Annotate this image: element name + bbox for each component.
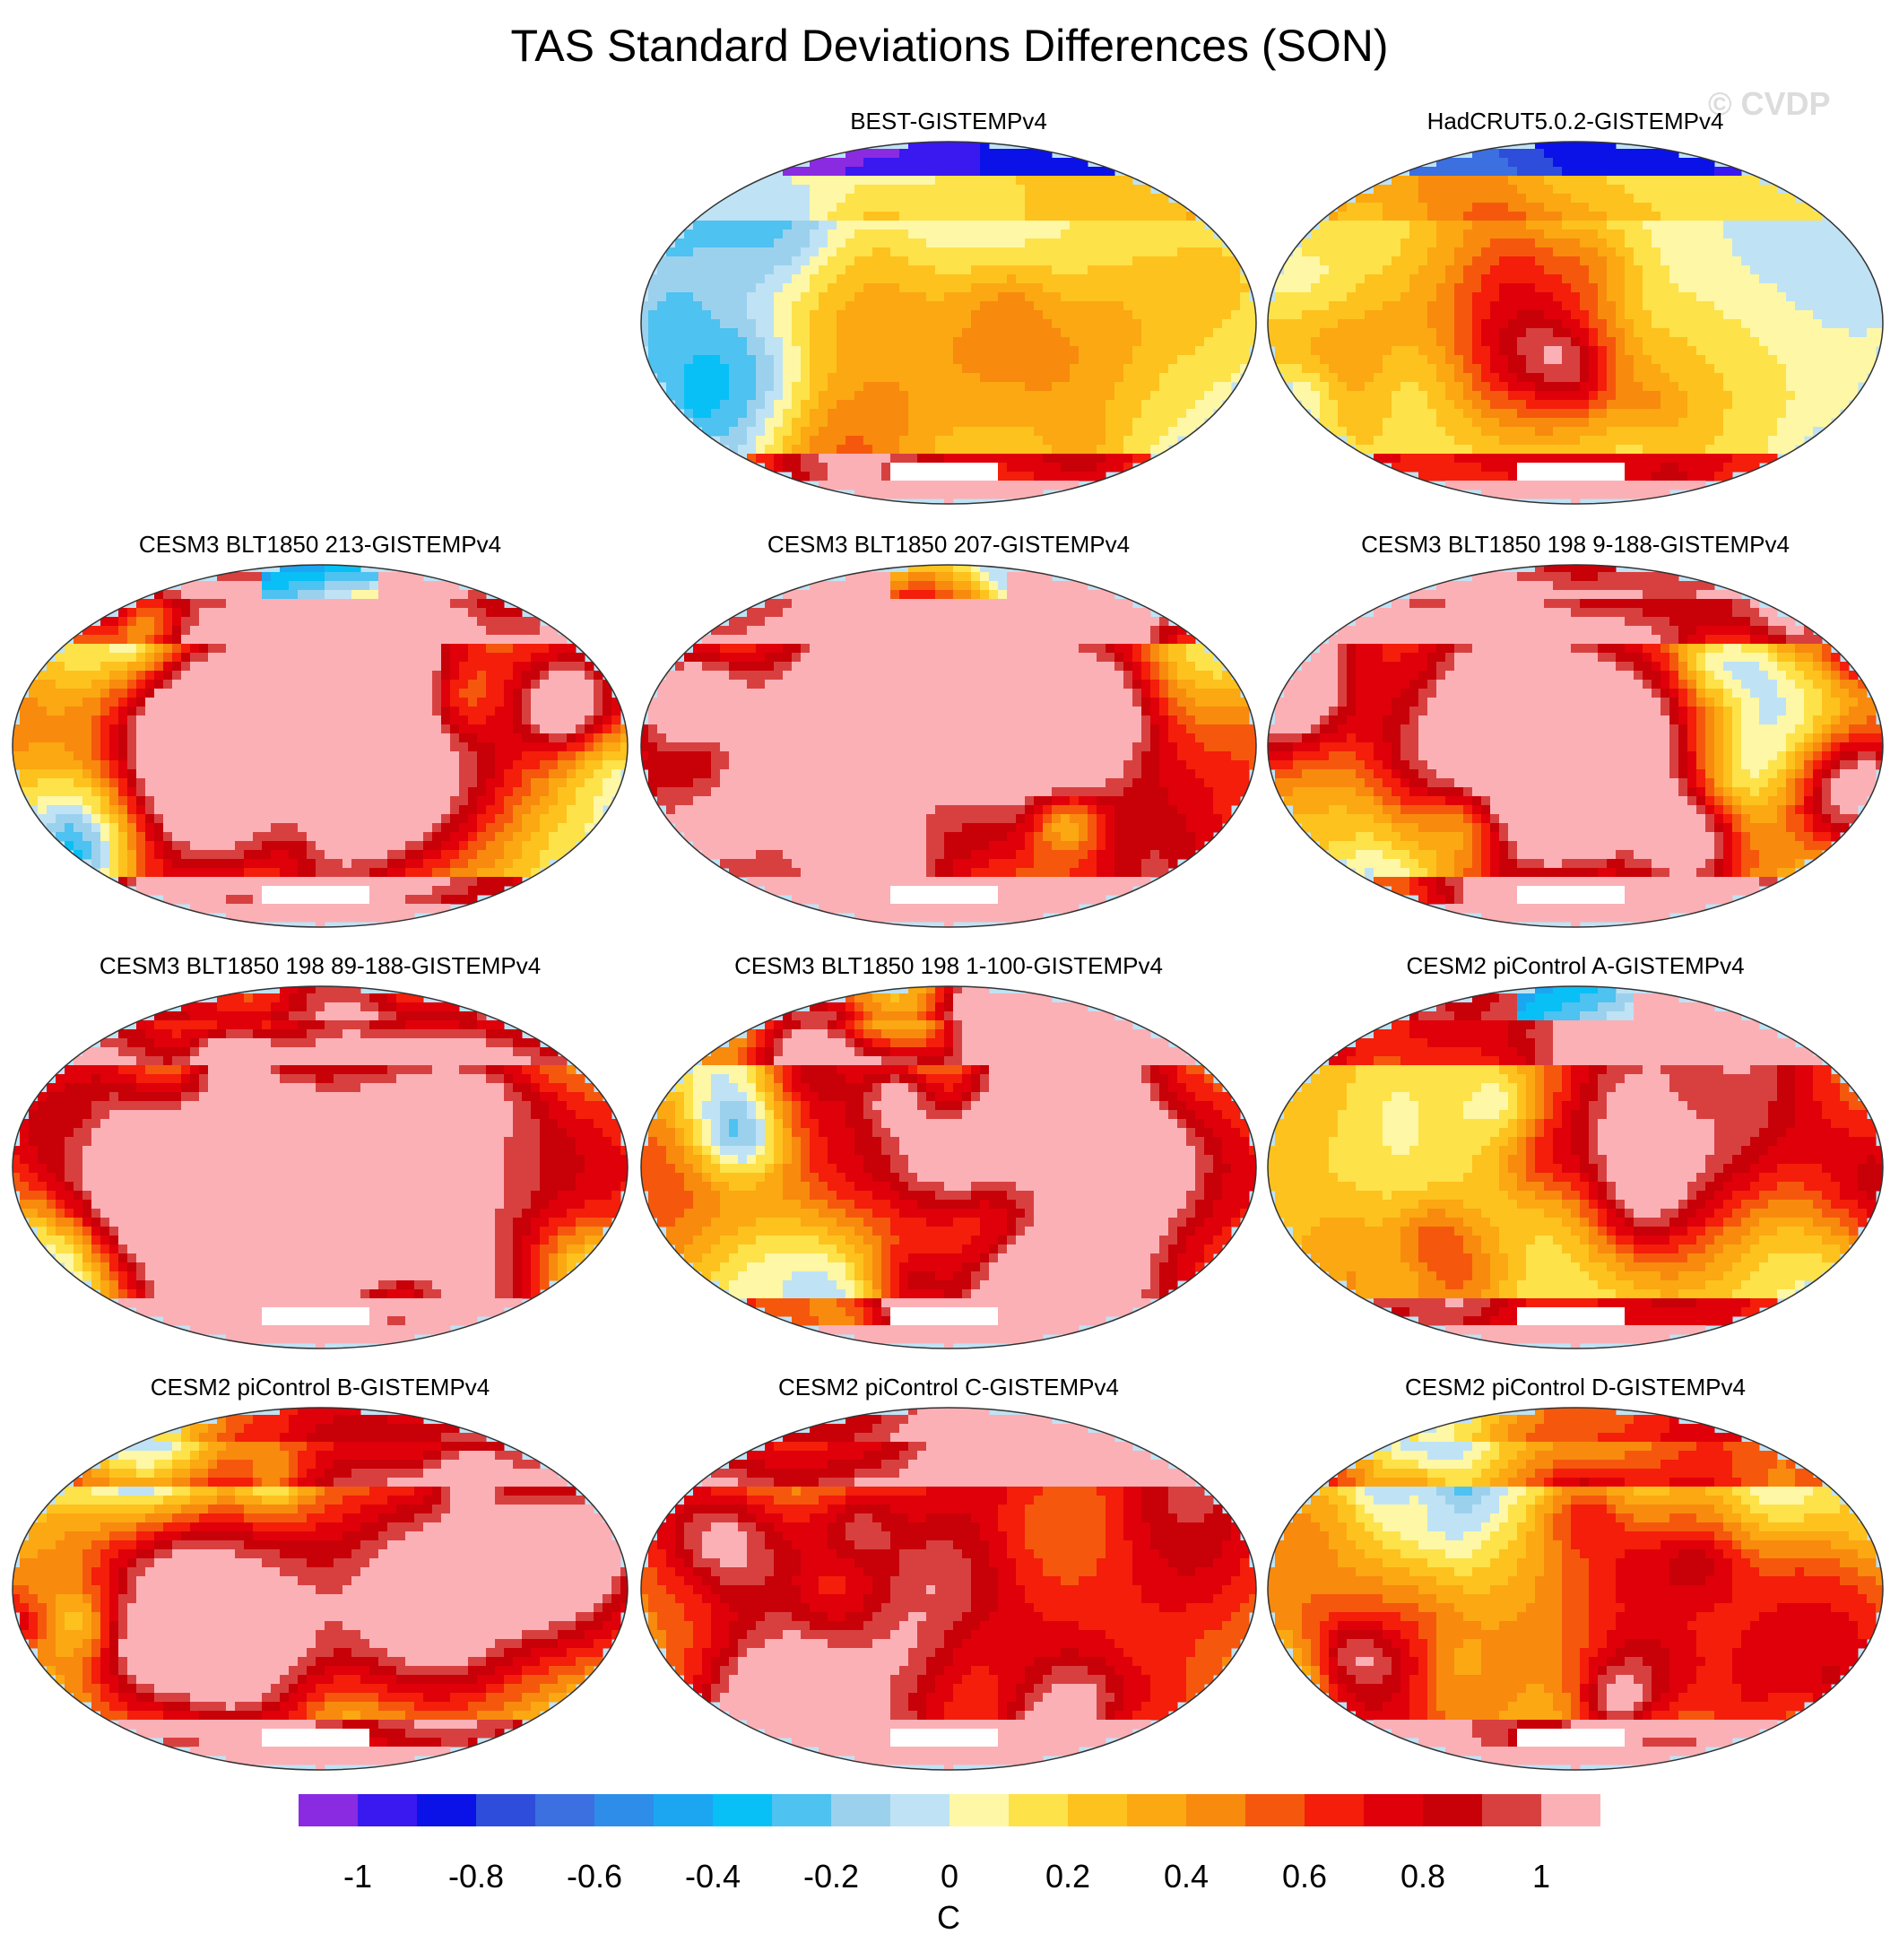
colorbar-swatch	[299, 1794, 358, 1826]
colorbar-swatch	[594, 1794, 654, 1826]
map-panel: HadCRUT5.0.2-GISTEMPv4	[1266, 108, 1885, 509]
colorbar-swatch	[654, 1794, 713, 1826]
map-outline	[640, 985, 1257, 1349]
colorbar-tick-label: 0.8	[1400, 1858, 1445, 1895]
panel-title: HadCRUT5.0.2-GISTEMPv4	[1266, 108, 1885, 135]
robinson-map	[12, 564, 629, 928]
map-outline	[12, 564, 629, 928]
map-outline	[12, 1407, 629, 1771]
colorbar	[299, 1794, 1600, 1826]
panel-title: CESM3 BLT1850 198 9-188-GISTEMPv4	[1266, 531, 1885, 559]
map-outline	[12, 985, 629, 1349]
colorbar-tick-label: -0.6	[567, 1858, 622, 1895]
main-title: TAS Standard Deviations Differences (SON…	[0, 20, 1899, 72]
map-outline	[640, 141, 1257, 505]
colorbar-units: C	[937, 1899, 960, 1937]
map-panel: CESM2 piControl A-GISTEMPv4	[1266, 952, 1885, 1354]
panel-title: CESM3 BLT1850 198 89-188-GISTEMPv4	[11, 952, 629, 980]
panel-title: CESM3 BLT1850 207-GISTEMPv4	[639, 531, 1258, 559]
map-outline	[1267, 141, 1884, 505]
colorbar-tick-label: -0.2	[803, 1858, 859, 1895]
robinson-map	[12, 985, 629, 1349]
panel-title: CESM2 piControl C-GISTEMPv4	[639, 1374, 1258, 1401]
robinson-map	[1267, 1407, 1884, 1771]
colorbar-swatch	[1068, 1794, 1127, 1826]
map-panel: CESM3 BLT1850 198 89-188-GISTEMPv4	[11, 952, 629, 1354]
panel-title: BEST-GISTEMPv4	[639, 108, 1258, 135]
panel-title: CESM2 piControl A-GISTEMPv4	[1266, 952, 1885, 980]
map-panel: CESM3 BLT1850 213-GISTEMPv4	[11, 531, 629, 932]
colorbar-swatch	[831, 1794, 890, 1826]
map-outline	[1267, 985, 1884, 1349]
colorbar-tick-label: -0.8	[448, 1858, 504, 1895]
map-panel: BEST-GISTEMPv4	[639, 108, 1258, 509]
colorbar-swatch	[1127, 1794, 1186, 1826]
colorbar-tick-label: 1	[1532, 1858, 1550, 1895]
map-panel: CESM2 piControl C-GISTEMPv4	[639, 1374, 1258, 1775]
colorbar-swatch	[1482, 1794, 1541, 1826]
map-panel: CESM3 BLT1850 198 9-188-GISTEMPv4	[1266, 531, 1885, 932]
map-panel: CESM2 piControl B-GISTEMPv4	[11, 1374, 629, 1775]
colorbar-swatch	[417, 1794, 476, 1826]
robinson-map	[1267, 141, 1884, 505]
panel-title: CESM2 piControl B-GISTEMPv4	[11, 1374, 629, 1401]
colorbar-swatch	[1541, 1794, 1600, 1826]
colorbar-tick-label: 0.2	[1045, 1858, 1090, 1895]
colorbar-swatch	[535, 1794, 594, 1826]
colorbar-swatch	[1186, 1794, 1245, 1826]
watermark: © CVDP	[1708, 85, 1831, 123]
colorbar-swatch	[476, 1794, 535, 1826]
colorbar-swatch	[1423, 1794, 1482, 1826]
colorbar-swatch	[713, 1794, 772, 1826]
robinson-map	[640, 141, 1257, 505]
robinson-map	[1267, 564, 1884, 928]
map-outline	[640, 1407, 1257, 1771]
panel-title: CESM3 BLT1850 213-GISTEMPv4	[11, 531, 629, 559]
map-outline	[640, 564, 1257, 928]
map-outline	[1267, 1407, 1884, 1771]
robinson-map	[640, 1407, 1257, 1771]
colorbar-swatch	[1009, 1794, 1068, 1826]
colorbar-swatch	[1364, 1794, 1423, 1826]
map-panel: CESM3 BLT1850 207-GISTEMPv4	[639, 531, 1258, 932]
colorbar-swatch	[1305, 1794, 1364, 1826]
colorbar-swatch	[772, 1794, 831, 1826]
colorbar-swatch	[1245, 1794, 1305, 1826]
map-panel: CESM3 BLT1850 198 1-100-GISTEMPv4	[639, 952, 1258, 1354]
colorbar-tick-label: 0.4	[1164, 1858, 1209, 1895]
colorbar-swatch	[358, 1794, 417, 1826]
robinson-map	[640, 985, 1257, 1349]
colorbar-tick-label: 0	[941, 1858, 958, 1895]
panel-title: CESM2 piControl D-GISTEMPv4	[1266, 1374, 1885, 1401]
robinson-map	[12, 1407, 629, 1771]
map-outline	[1267, 564, 1884, 928]
map-panel: CESM2 piControl D-GISTEMPv4	[1266, 1374, 1885, 1775]
colorbar-tick-label: 0.6	[1282, 1858, 1327, 1895]
robinson-map	[640, 564, 1257, 928]
colorbar-tick-label: -0.4	[685, 1858, 741, 1895]
colorbar-swatch	[890, 1794, 950, 1826]
colorbar-tick-label: -1	[343, 1858, 372, 1895]
panel-title: CESM3 BLT1850 198 1-100-GISTEMPv4	[639, 952, 1258, 980]
colorbar-swatch	[950, 1794, 1009, 1826]
robinson-map	[1267, 985, 1884, 1349]
